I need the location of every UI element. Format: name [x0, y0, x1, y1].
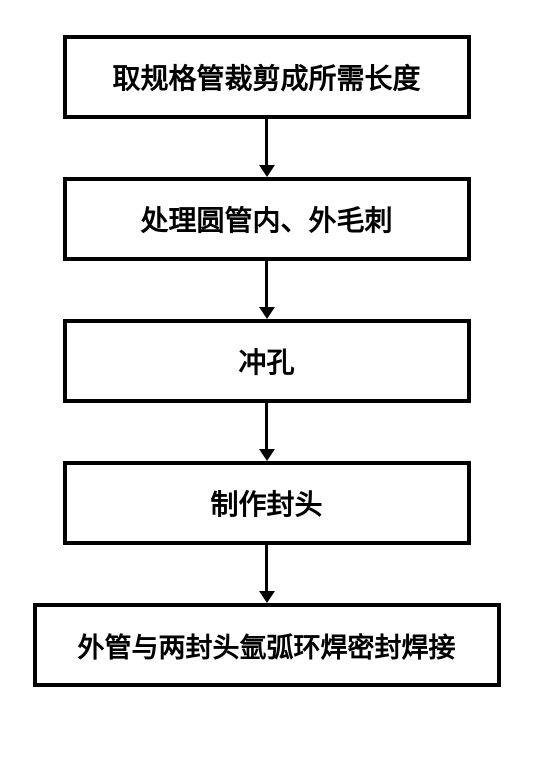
step-1-box: 取规格管裁剪成所需长度 — [63, 35, 471, 119]
connector-3-line — [265, 403, 268, 449]
connector-3-arrow — [259, 449, 275, 461]
connector-1 — [259, 119, 275, 177]
step-4-label: 制作封头 — [210, 483, 322, 523]
connector-1-line — [265, 119, 268, 165]
connector-2 — [259, 261, 275, 319]
step-2-label: 处理圆管内、外毛刺 — [140, 199, 392, 239]
step-3-label: 冲孔 — [238, 341, 294, 381]
step-5-box: 外管与两封头氩弧环焊密封焊接 — [33, 603, 501, 687]
connector-4-line — [265, 545, 268, 591]
step-3-box: 冲孔 — [63, 319, 471, 403]
connector-1-arrow — [259, 165, 275, 177]
step-4-box: 制作封头 — [63, 461, 471, 545]
process-flowchart: 取规格管裁剪成所需长度 处理圆管内、外毛刺 冲孔 制作封头 外管与两封头氩弧环焊… — [0, 0, 533, 783]
step-2-box: 处理圆管内、外毛刺 — [63, 177, 471, 261]
connector-2-arrow — [259, 307, 275, 319]
step-1-label: 取规格管裁剪成所需长度 — [112, 57, 420, 97]
connector-3 — [259, 403, 275, 461]
step-5-label: 外管与两封头氩弧环焊密封焊接 — [78, 626, 456, 665]
connector-4-arrow — [259, 591, 275, 603]
connector-2-line — [265, 261, 268, 307]
connector-4 — [259, 545, 275, 603]
